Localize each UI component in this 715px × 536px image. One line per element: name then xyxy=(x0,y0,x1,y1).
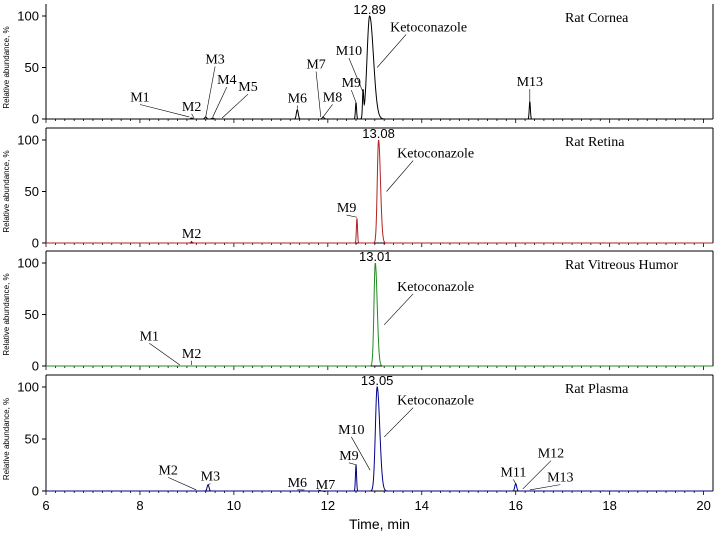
annotation-leader-line xyxy=(191,113,195,119)
annotation-leader-line xyxy=(212,86,228,118)
peak-time-label: 13.08 xyxy=(362,126,395,141)
x-tick-label: 8 xyxy=(136,498,143,513)
y-tick-label: 0 xyxy=(32,236,39,251)
annotation-leader-line xyxy=(376,34,407,68)
annotation-leader-line xyxy=(168,477,197,491)
annotation-leader-line xyxy=(318,489,326,493)
annotation-m1: M1 xyxy=(130,90,149,105)
annotation-m6: M6 xyxy=(288,92,307,107)
sample-name: Rat Vitreous Humor xyxy=(565,258,679,273)
annotation-m12: M12 xyxy=(538,447,564,462)
annotation-m6: M6 xyxy=(288,476,307,491)
annotation-leader-line xyxy=(513,479,516,484)
chromatogram-trace xyxy=(46,15,713,120)
y-axis-title: Relative abundance, % xyxy=(2,273,11,355)
annotation-leader-line xyxy=(315,71,322,117)
annotation-m10: M10 xyxy=(336,44,362,59)
x-tick-label: 20 xyxy=(696,498,710,513)
x-tick-label: 12 xyxy=(321,498,335,513)
annotation-leader-line xyxy=(348,58,364,93)
y-tick-label: 0 xyxy=(32,359,39,374)
annotation-m2: M2 xyxy=(182,227,201,242)
annotation-leader-line xyxy=(522,460,552,490)
annotation-m1: M1 xyxy=(140,329,159,344)
y-tick-label: 50 xyxy=(25,184,39,199)
annotation-leader-line xyxy=(322,104,333,118)
annotation-leader-line xyxy=(207,483,211,486)
x-tick-label: 6 xyxy=(42,498,49,513)
annotation-ketoconazole: Ketoconazole xyxy=(390,20,467,35)
annotation-m7: M7 xyxy=(316,478,335,493)
annotation-m7: M7 xyxy=(306,58,325,73)
y-axis-title: Relative abundance, % xyxy=(2,398,11,480)
annotation-m11: M11 xyxy=(500,465,526,480)
sample-name: Rat Plasma xyxy=(565,382,629,397)
annotation-ketoconazole: Ketoconazole xyxy=(397,280,474,295)
annotation-leader-line xyxy=(386,160,414,192)
y-tick-label: 100 xyxy=(17,256,39,271)
annotation-m3: M3 xyxy=(205,52,224,67)
sample-name: Rat Retina xyxy=(565,135,625,150)
y-tick-label: 100 xyxy=(17,380,39,395)
annotation-m13: M13 xyxy=(547,471,573,486)
panel-rat-cornea: 0 50 100 Relative abundance, % 12.89 Rat Corn… xyxy=(2,2,714,127)
annotation-m5: M5 xyxy=(238,80,257,95)
y-tick-label: 100 xyxy=(17,133,39,148)
annotation-m2: M2 xyxy=(182,347,201,362)
x-tick-label: 10 xyxy=(227,498,241,513)
y-tick-label: 100 xyxy=(17,9,39,24)
y-axis-title: Relative abundance, % xyxy=(2,150,11,232)
panel-rat-retina: 0 50 100 Relative abundance, % 13.08 Rat Reti… xyxy=(2,126,714,251)
annotation-m10: M10 xyxy=(338,423,364,438)
annotation-ketoconazole: Ketoconazole xyxy=(397,147,474,162)
annotation-m9: M9 xyxy=(342,76,361,91)
chromatogram-trace xyxy=(46,262,713,367)
x-axis-title: Time, min xyxy=(349,516,410,532)
y-tick-label: 0 xyxy=(32,484,39,499)
peak-time-label: 13.05 xyxy=(361,373,394,388)
y-tick-label: 50 xyxy=(25,307,39,322)
annotation-m9: M9 xyxy=(339,449,358,464)
annotation-leader-line xyxy=(205,66,216,117)
annotation-leader-line xyxy=(348,462,358,466)
y-tick-label: 50 xyxy=(25,60,39,75)
annotation-m9: M9 xyxy=(337,201,356,216)
x-tick-label: 16 xyxy=(508,498,522,513)
annotation-m13: M13 xyxy=(517,75,543,90)
annotation-m3: M3 xyxy=(201,470,220,485)
annotation-m2: M2 xyxy=(158,463,177,478)
peak-time-label: 13.01 xyxy=(359,249,392,264)
x-tick-label: 14 xyxy=(415,498,429,513)
annotation-leader-line xyxy=(346,214,358,218)
annotation-leader-line xyxy=(149,343,181,366)
annotation-leader-line xyxy=(139,104,190,118)
y-axis-title: Relative abundance, % xyxy=(2,26,11,108)
sample-name: Rat Cornea xyxy=(565,11,629,26)
y-tick-label: 0 xyxy=(32,112,39,127)
peak-time-label: 12.89 xyxy=(353,2,386,17)
annotation-leader-line xyxy=(221,93,249,119)
x-tick-label: 18 xyxy=(602,498,616,513)
annotation-leader-line xyxy=(529,484,561,491)
annotation-leader-line xyxy=(351,436,371,471)
chromatogram-trace xyxy=(46,139,713,244)
annotation-m4: M4 xyxy=(217,73,236,88)
panel-rat-vitreous-humor: 0 50 100 Relative abundance, % 13.01 Rat Vitr… xyxy=(2,249,714,374)
annotation-m8: M8 xyxy=(323,90,342,105)
annotation-leader-line xyxy=(351,89,357,103)
chromatogram-trace xyxy=(46,385,713,492)
annotation-leader-line xyxy=(383,407,414,438)
panel-rat-plasma: 0 50 100 Relative abundance, % 13.05 Rat Plas… xyxy=(2,373,714,499)
y-tick-label: 50 xyxy=(25,432,39,447)
annotation-ketoconazole: Ketoconazole xyxy=(397,394,474,409)
annotation-leader-line xyxy=(383,293,414,326)
annotation-m2: M2 xyxy=(182,100,201,115)
